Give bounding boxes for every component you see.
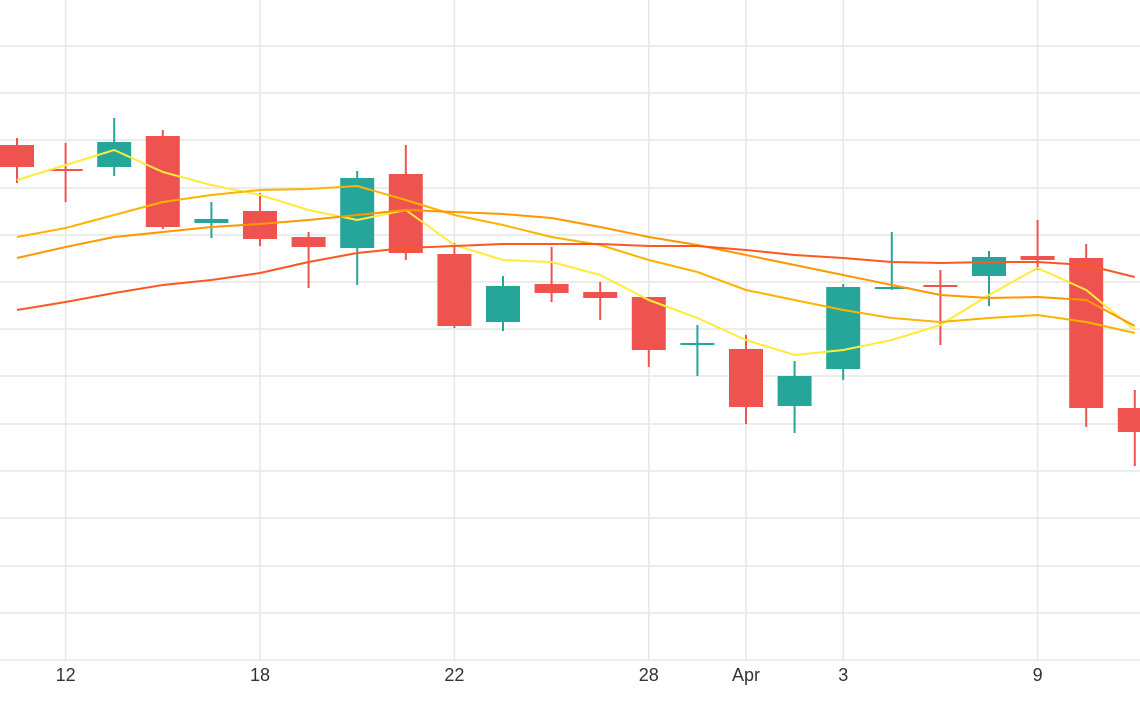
x-tick-label: 3 — [838, 665, 848, 685]
candle-body — [826, 287, 861, 369]
moving-average-line — [16, 243, 1136, 311]
candle-body — [1020, 256, 1055, 260]
candle-body — [583, 292, 618, 298]
x-tick-label: 9 — [1033, 665, 1043, 685]
x-tick-label: 12 — [56, 665, 76, 685]
candle-body — [680, 343, 715, 345]
candle-body — [194, 219, 229, 223]
candle-body — [437, 254, 472, 326]
candle-body — [48, 169, 83, 171]
candle-body — [923, 285, 958, 287]
candle-body — [729, 349, 763, 407]
moving-average-line — [16, 185, 1136, 334]
candle-body — [1069, 258, 1104, 408]
candle-body — [1117, 408, 1140, 432]
moving-average-line — [16, 209, 1136, 327]
candle-body — [0, 145, 34, 167]
candle-body — [486, 286, 520, 322]
x-tick-label: Apr — [732, 665, 760, 685]
candle-body — [777, 376, 812, 406]
candle-body — [291, 237, 326, 247]
moving-average-line — [16, 149, 1136, 356]
candle-body — [388, 174, 423, 253]
x-tick-label: 28 — [639, 665, 659, 685]
x-tick-label: 18 — [250, 665, 270, 685]
candle-body — [874, 287, 909, 289]
candle-body — [631, 297, 666, 350]
x-tick-label: 22 — [444, 665, 464, 685]
candle-body — [972, 257, 1006, 276]
candle-body — [145, 136, 180, 227]
candle-body — [534, 284, 569, 293]
